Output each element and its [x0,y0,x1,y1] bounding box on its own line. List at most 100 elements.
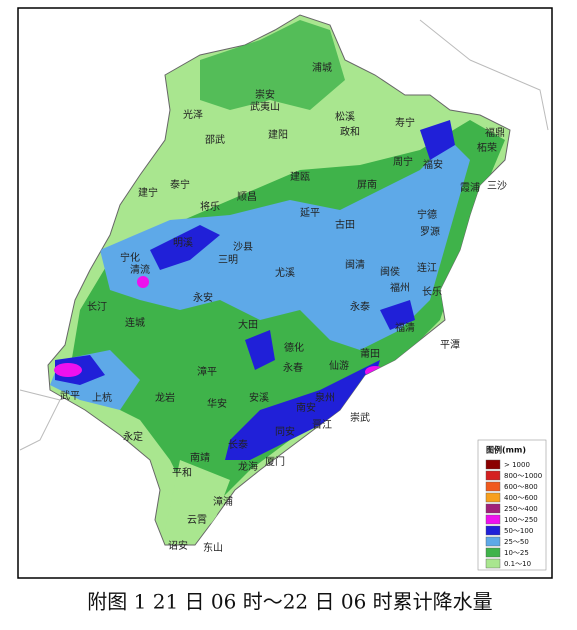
place-label: 德化 [284,341,304,354]
place-label: 将乐 [200,201,220,213]
legend-label: 800～1000 [504,472,542,480]
place-label: 永定 [123,430,143,443]
legend-label: 600～800 [504,483,538,491]
legend-swatch [485,514,501,525]
rain-area [380,300,415,330]
place-label: 柘荣 [477,141,497,154]
place-label: 安溪 [249,391,269,404]
place-label: 福安 [423,158,443,171]
rain-area [137,276,149,288]
place-label: 福鼎 [485,126,505,139]
legend-title: 图例(mm) [486,445,526,455]
place-label: 建阳 [268,128,288,141]
place-label: 大田 [238,318,258,331]
place-label: 平潭 [440,339,460,351]
place-label: 武平 [60,389,80,402]
legend: 图例(mm) > 1000 800～1000 600～800 400～600 250～4… [477,439,547,571]
rain-area [225,360,380,460]
place-label: 莆田 [360,347,380,360]
place-label: 浦城 [312,61,332,74]
place-label: 延平 [300,207,320,219]
place-label: 南靖 [190,451,210,464]
place-label: 建宁 [138,186,158,199]
rain-area [420,120,455,160]
place-label: 闽侯 [380,265,400,278]
place-label: 南安 [296,401,316,414]
place-label: 松溪 [335,110,355,123]
legend-label: 50～100 [504,527,533,535]
caption: 附图 1 21 日 06 时～22 日 06 时累计降水量 [87,590,492,614]
place-label: 霞浦 [460,181,480,194]
place-label: 建瓯 [290,170,310,183]
place-label: 政和 [340,125,360,138]
rain-area [245,330,275,370]
place-label: 福清 [395,321,415,334]
rain-fields [50,20,505,540]
legend-swatch [485,525,501,536]
place-labels: 浦城 崇安 武夷山 光泽 邵武 建阳 松溪 政和 寿宁 柘荣 福鼎 周宁 福安 … [60,61,507,554]
place-label: 邵武 [205,133,225,146]
place-label: 武夷山 [250,100,280,113]
place-label: 永安 [193,291,213,304]
place-label: 连城 [125,316,145,329]
place-label: 华安 [207,397,227,410]
rain-area [54,363,82,377]
neighbour-boundary [19,19,549,451]
legend-swatch [485,470,501,481]
place-label: 龙海 [238,460,258,473]
place-label: 宁化 [120,251,140,264]
place-label: 漳浦 [213,495,233,508]
place-label: 晋江 [312,419,332,431]
legend-label: 10～25 [504,549,529,557]
place-label: 罗源 [420,225,440,238]
place-label: 三沙 [487,180,507,192]
legend-label: 25～50 [504,538,529,546]
place-label: 长泰 [228,438,248,451]
place-label: 宁德 [417,208,437,221]
rain-area [100,140,470,350]
place-label: 周宁 [393,155,413,168]
place-label: 连江 [417,261,437,274]
place-label: 永春 [283,361,303,374]
place-label: 闽清 [345,258,365,271]
place-label: 明溪 [173,237,193,249]
legend-swatch [485,492,501,503]
legend-label: 100～250 [504,516,538,524]
place-label: 光泽 [183,108,203,121]
rain-area [200,20,345,110]
place-label: 仙游 [329,359,349,372]
legend-swatch [485,558,501,569]
place-label: 崇安 [255,88,275,101]
legend-label: 0.1～10 [504,560,531,568]
place-label: 尤溪 [275,266,295,279]
legend-label: 250～400 [504,505,538,513]
place-label: 龙岩 [155,391,175,404]
legend-swatch [485,481,501,492]
place-label: 沙县 [233,241,253,253]
place-label: 福州 [390,281,410,294]
place-label: 泰宁 [170,178,190,191]
place-label: 永泰 [350,300,370,313]
place-label: 清流 [130,263,150,276]
place-label: 诏安 [168,539,188,552]
place-label: 厦门 [265,455,285,468]
place-label: 屏南 [357,178,377,191]
legend-swatch [485,536,501,547]
legend-label: 400～600 [504,494,538,502]
place-label: 平和 [172,467,192,479]
place-label: 东山 [203,541,223,554]
place-label: 顺昌 [237,191,257,203]
place-label: 三明 [218,254,238,266]
place-label: 崇武 [350,411,370,424]
legend-swatch [485,547,501,558]
legend-swatch [485,459,501,470]
rain-area [150,225,220,270]
legend-label: > 1000 [504,461,530,469]
place-label: 泉州 [315,391,335,404]
place-label: 长汀 [87,301,107,313]
place-label: 漳平 [197,365,217,378]
place-label: 寿宁 [395,116,415,129]
place-label: 上杭 [92,391,112,404]
legend-swatch [485,503,501,514]
